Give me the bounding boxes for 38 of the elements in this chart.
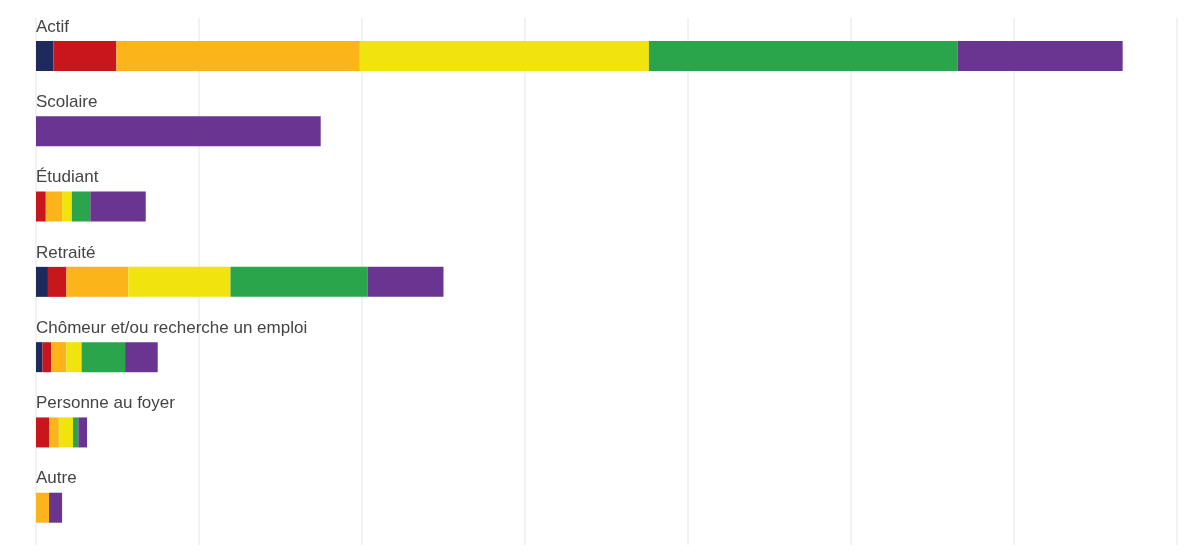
bar xyxy=(36,191,46,222)
y-tick-label: Étudiant xyxy=(36,167,99,187)
bar xyxy=(36,492,50,523)
bar xyxy=(36,41,54,71)
bar xyxy=(66,342,82,373)
bar xyxy=(36,116,321,147)
bar xyxy=(47,266,67,297)
bar xyxy=(49,417,59,448)
bar xyxy=(53,41,117,71)
bar xyxy=(957,41,1123,71)
bar xyxy=(36,417,50,448)
bar xyxy=(71,191,91,222)
bar xyxy=(125,342,158,373)
bar xyxy=(62,191,72,222)
bar xyxy=(367,266,444,297)
bar xyxy=(49,492,63,523)
bar xyxy=(648,41,958,71)
bar xyxy=(359,41,649,71)
bar xyxy=(58,417,73,448)
y-tick-label: Autre xyxy=(36,468,77,488)
bar xyxy=(128,266,231,297)
bar xyxy=(45,191,63,222)
bar xyxy=(36,342,43,373)
bar xyxy=(81,342,126,373)
bar xyxy=(66,266,129,297)
bar xyxy=(42,342,52,373)
y-tick-label: Scolaire xyxy=(36,91,98,111)
bar xyxy=(116,41,360,71)
bar xyxy=(90,191,146,222)
y-tick-label: Actif xyxy=(36,16,70,36)
bar xyxy=(51,342,67,373)
bar xyxy=(78,417,88,448)
y-tick-label: Retraité xyxy=(36,242,96,262)
y-tick-label: Chômeur et/ou recherche un emploi xyxy=(36,317,308,337)
bar xyxy=(72,417,79,448)
y-tick-label: Personne au foyer xyxy=(36,393,176,413)
bar xyxy=(230,266,368,297)
bar xyxy=(36,266,48,297)
